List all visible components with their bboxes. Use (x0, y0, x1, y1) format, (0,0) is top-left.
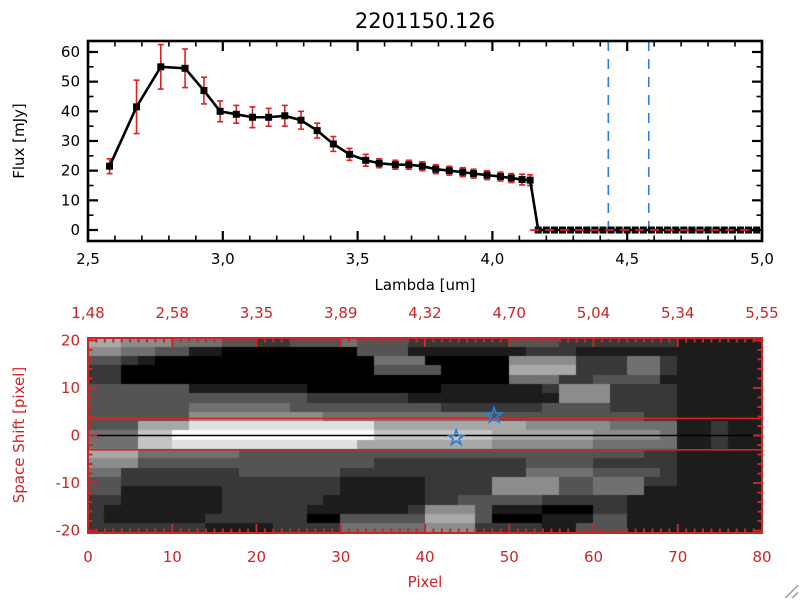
spectrum-plot: 2201150.126 2,5 3,0 3,5 4,0 4,5 5,0 0 10 20 30 40 5… (10, 9, 774, 294)
svg-text:40: 40 (415, 548, 434, 566)
trace-xaxis-label: Pixel (408, 573, 443, 591)
svg-text:4,0: 4,0 (480, 250, 504, 268)
page-title: 2201150.126 (355, 9, 495, 33)
svg-text:20: 20 (61, 331, 80, 349)
svg-text:30: 30 (331, 548, 350, 566)
resize-grip-icon[interactable] (784, 584, 798, 598)
svg-text:40: 40 (61, 102, 80, 120)
trace-image (88, 338, 762, 533)
svg-text:50: 50 (500, 548, 519, 566)
svg-text:3,0: 3,0 (211, 250, 235, 268)
svg-text:50: 50 (61, 73, 80, 91)
svg-text:10: 10 (163, 548, 182, 566)
svg-text:4,5: 4,5 (615, 250, 639, 268)
spectrum-xaxis-label: Lambda [um] (375, 276, 476, 294)
svg-text:60: 60 (61, 43, 80, 61)
spectrum-yaxis-label: Flux [mJy] (10, 103, 28, 179)
svg-text:5,34: 5,34 (661, 304, 694, 322)
svg-text:20: 20 (61, 162, 80, 180)
svg-text:3,5: 3,5 (346, 250, 370, 268)
svg-text:1,48: 1,48 (71, 304, 104, 322)
svg-text:3,35: 3,35 (240, 304, 273, 322)
svg-text:4,70: 4,70 (493, 304, 526, 322)
svg-text:10: 10 (61, 191, 80, 209)
svg-text:4,32: 4,32 (408, 304, 441, 322)
svg-text:-10: -10 (56, 474, 81, 492)
svg-text:3,89: 3,89 (324, 304, 357, 322)
svg-text:0: 0 (70, 427, 80, 445)
svg-text:20: 20 (247, 548, 266, 566)
svg-text:30: 30 (61, 132, 80, 150)
svg-text:5,55: 5,55 (745, 304, 778, 322)
svg-text:0: 0 (83, 548, 93, 566)
svg-text:10: 10 (61, 379, 80, 397)
svg-text:5,04: 5,04 (577, 304, 610, 322)
svg-text:-20: -20 (56, 522, 81, 540)
svg-text:70: 70 (668, 548, 687, 566)
svg-text:60: 60 (584, 548, 603, 566)
svg-text:0: 0 (70, 221, 80, 239)
svg-text:5,0: 5,0 (750, 250, 774, 268)
trace-yaxis-label: Space Shift [pixel] (10, 367, 28, 504)
svg-text:80: 80 (752, 548, 771, 566)
svg-text:2,58: 2,58 (156, 304, 189, 322)
svg-text:2,5: 2,5 (76, 250, 100, 268)
